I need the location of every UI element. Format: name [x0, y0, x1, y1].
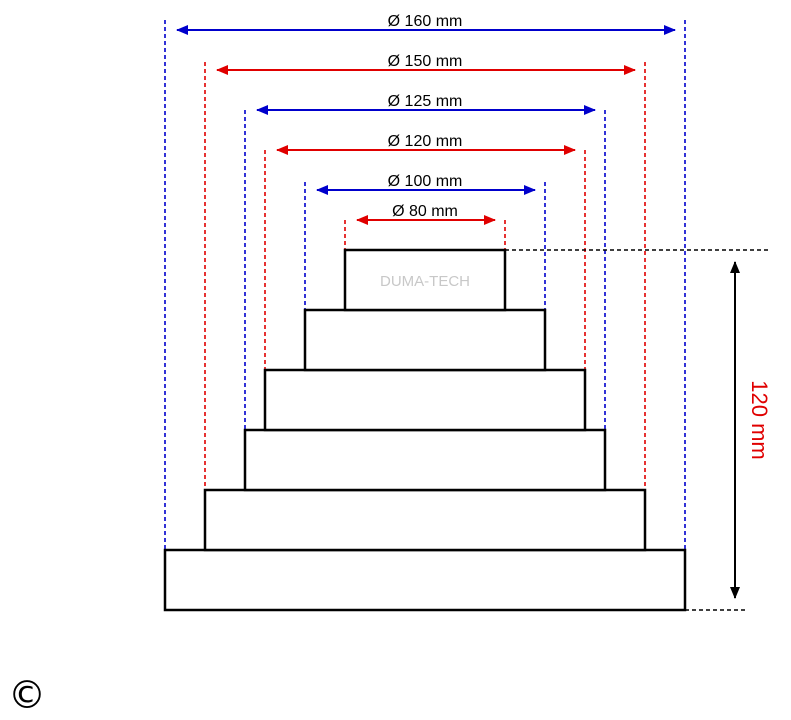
dimension-label-125: Ø 125 mm: [388, 93, 463, 110]
step-80: [343, 248, 507, 312]
step-100: [303, 308, 547, 372]
step-120: [263, 368, 587, 432]
dimension-label-120: Ø 120 mm: [388, 133, 463, 150]
height-dimension: 120 mm: [505, 249, 772, 611]
step-150: [203, 488, 647, 552]
step-160: [163, 548, 687, 612]
dimension-arrows: [176, 25, 676, 225]
dimension-label-100: Ø 100 mm: [388, 173, 463, 190]
step-125: [243, 428, 607, 492]
watermark-text: DUMA-TECH: [380, 273, 470, 290]
height-label: 120 mm: [747, 380, 772, 459]
dimension-label-150: Ø 150 mm: [388, 53, 463, 70]
copyright-symbol: ©: [8, 673, 46, 717]
dimension-label-160: Ø 160 mm: [388, 13, 463, 30]
dimension-label-80: Ø 80 mm: [392, 203, 458, 220]
stepped-body: [163, 248, 687, 612]
dimension-labels: Ø 160 mm Ø 150 mm Ø 125 mm Ø 120 mm Ø 10…: [388, 13, 463, 220]
